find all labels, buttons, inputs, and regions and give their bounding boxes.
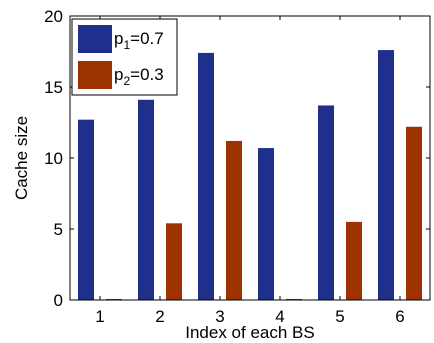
x-tick-label-2: 2: [155, 307, 164, 326]
x-tick-label-5: 5: [335, 307, 344, 326]
y-tick-label-5: 5: [54, 220, 63, 239]
bar-series2-bs5: [346, 221, 362, 300]
x-tick-label-4: 4: [275, 307, 284, 326]
x-axis-label: Index of each BS: [185, 323, 314, 342]
bar-series1-bs5: [318, 105, 334, 301]
bar-series2-bs2: [166, 223, 182, 300]
legend-p1-value: =0.7: [130, 29, 164, 48]
x-tick-label-6: 6: [395, 307, 404, 326]
legend-p1-base: p: [114, 29, 123, 48]
x-tick-label-3: 3: [215, 307, 224, 326]
x-tick-label-1: 1: [95, 307, 104, 326]
y-axis-label: Cache size: [12, 116, 31, 200]
legend-p2-value: =0.3: [130, 65, 164, 84]
bar-series1-bs3: [198, 52, 214, 300]
bar-series1-bs6: [378, 50, 394, 300]
legend-label-p1: p1=0.7: [114, 29, 164, 52]
legend-p2-subscript: 2: [123, 74, 130, 88]
y-tick-label-0: 0: [54, 291, 63, 310]
legend-swatch-p2: [78, 61, 112, 89]
bars-group: [78, 50, 422, 301]
y-tick-label-15: 15: [44, 78, 63, 97]
legend-label-p2: p2=0.3: [114, 65, 164, 88]
bar-series1-bs2: [138, 99, 154, 300]
legend-p1-subscript: 1: [123, 38, 130, 52]
legend: p1=0.7 p2=0.3: [71, 18, 178, 96]
legend-swatch-p1: [78, 25, 112, 53]
bar-series2-bs6: [406, 126, 422, 300]
legend-p2-base: p: [114, 65, 123, 84]
bar-series1-bs1: [78, 119, 94, 300]
y-tick-label-10: 10: [44, 149, 63, 168]
bar-series2-bs3: [226, 140, 242, 300]
bar-series1-bs4: [258, 148, 274, 300]
y-tick-label-20: 20: [44, 7, 63, 26]
